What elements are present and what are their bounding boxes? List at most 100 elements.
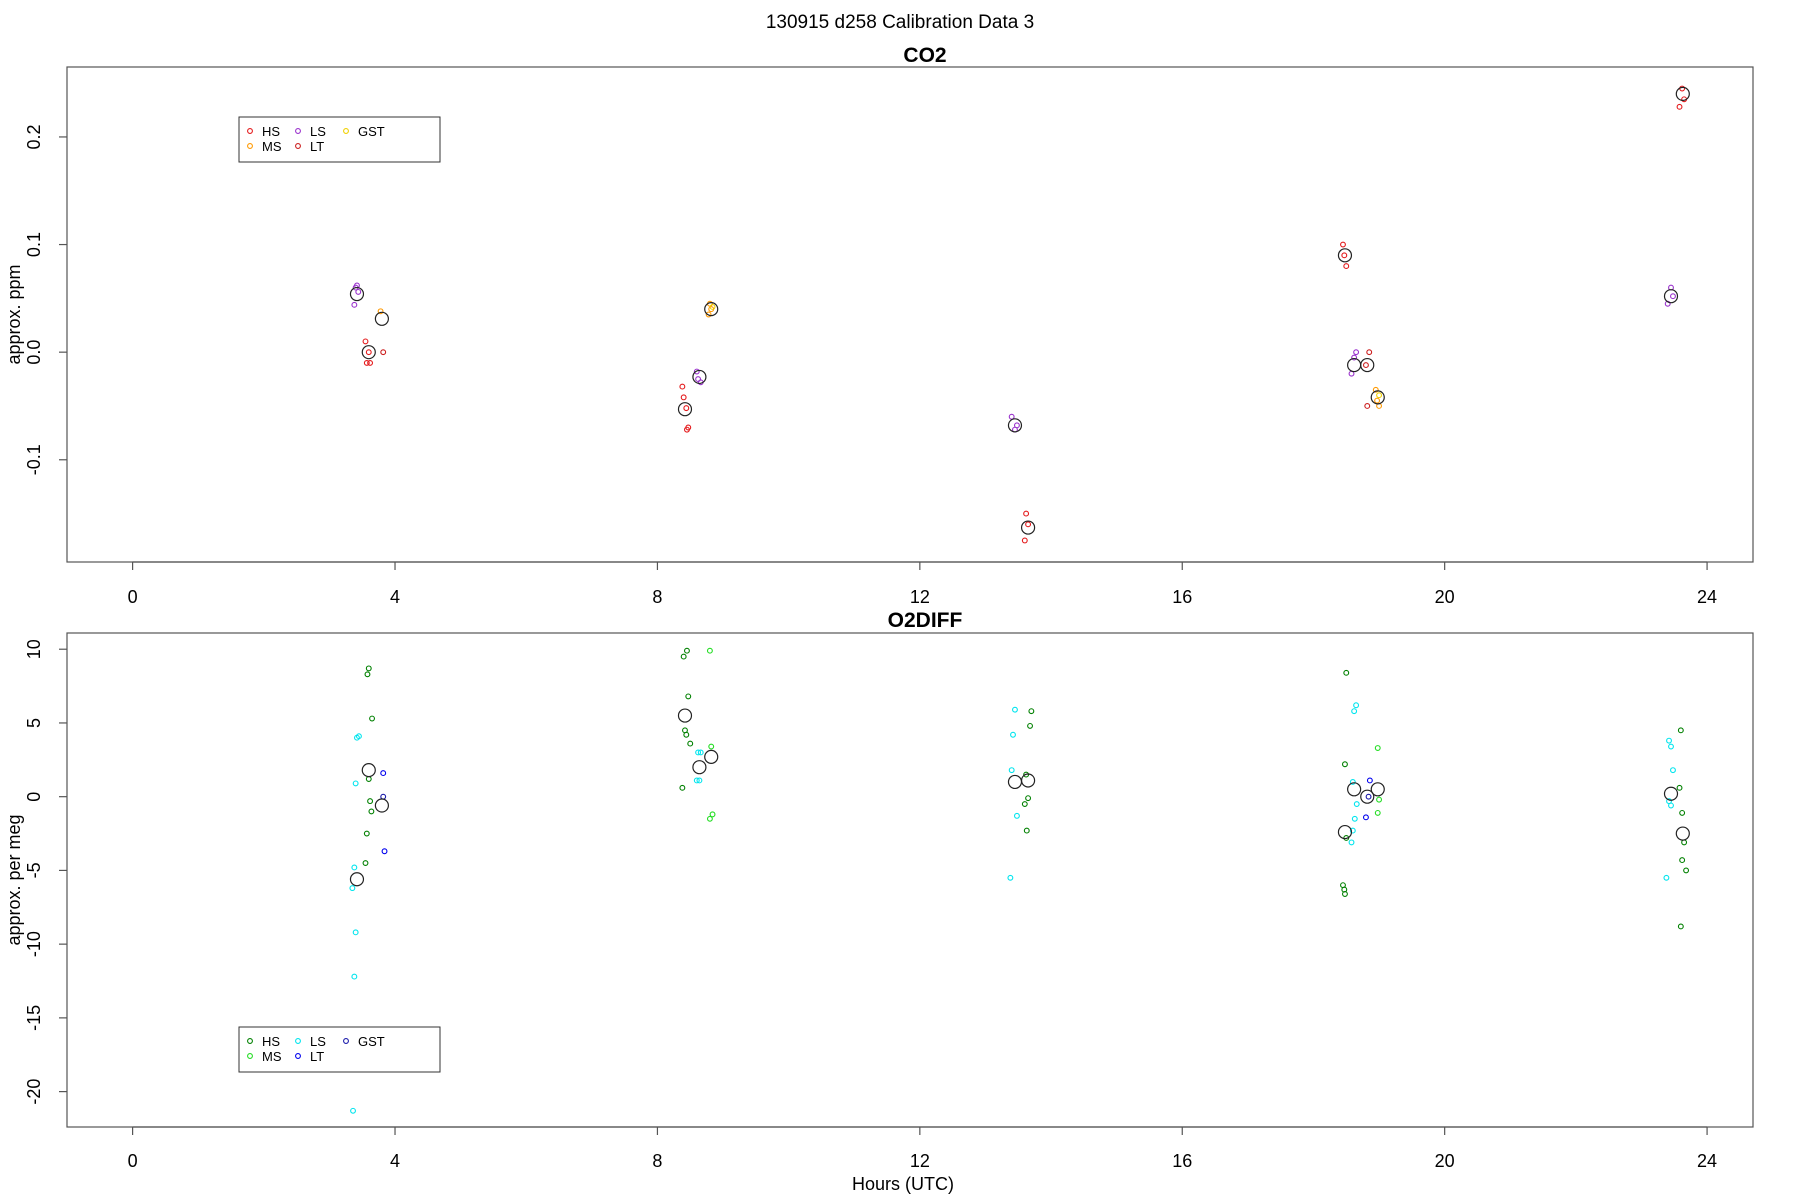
data-point — [1681, 839, 1688, 846]
data-point — [1353, 702, 1360, 709]
data-point — [367, 798, 374, 805]
x-tick-label: 24 — [1697, 587, 1717, 607]
series-ms — [706, 647, 1383, 822]
data-point — [695, 749, 702, 756]
legend-box — [238, 1026, 441, 1073]
chart-panels: CO2 0 4 8 12 16 20 24 -0.1 0.0 0.1 0.2 approx. ppm HS… — [4, 44, 1754, 1171]
mean-point — [1020, 520, 1036, 535]
y-tick-label: 0.1 — [24, 232, 44, 257]
mean-point — [704, 749, 719, 764]
data-point — [693, 777, 700, 784]
data-point — [1351, 354, 1358, 361]
data-point — [1341, 891, 1348, 897]
x-tick-label: 20 — [1435, 587, 1455, 607]
mean-point — [1020, 773, 1036, 788]
legend-marker — [247, 1053, 253, 1059]
mean-point — [1675, 86, 1690, 102]
data-point — [687, 740, 694, 747]
data-point — [1670, 767, 1676, 774]
legend-marker — [295, 1038, 301, 1044]
data-point — [380, 793, 387, 800]
data-point — [380, 770, 387, 777]
data-point — [351, 301, 358, 308]
x-tick-label: 8 — [652, 1151, 662, 1171]
data-point — [362, 338, 369, 345]
data-point — [1677, 727, 1684, 734]
data-point — [1013, 812, 1020, 819]
mean-point — [1675, 826, 1690, 841]
panel-title: O2DIFF — [888, 609, 963, 632]
legend-marker — [247, 1038, 253, 1044]
data-point — [1374, 745, 1381, 751]
data-point — [685, 424, 692, 431]
data-point — [1676, 103, 1683, 110]
data-point — [679, 383, 686, 390]
x-tick-label: 4 — [390, 1151, 400, 1171]
mean-point — [349, 286, 365, 302]
data-point — [1025, 795, 1032, 802]
x-axis-label: Hours (UTC) — [852, 1174, 954, 1194]
data-point — [1376, 796, 1383, 803]
y-tick-label: 0 — [24, 792, 44, 802]
y-tick-label: -5 — [24, 862, 44, 878]
data-point — [1376, 392, 1383, 399]
y-tick-label: -15 — [24, 1005, 44, 1031]
x-tick-label: 16 — [1172, 1151, 1192, 1171]
data-point — [352, 929, 359, 936]
legend-box — [238, 116, 441, 163]
data-point — [1007, 874, 1014, 881]
chart-panel-o2diff: O2DIFF 0 4 8 12 16 20 24 -20 -15 -10 -5 0 5 10 approx. … — [4, 609, 1754, 1171]
data-point — [1349, 827, 1356, 834]
legend-entry: GST — [358, 1034, 385, 1049]
data-point — [354, 734, 360, 741]
data-point — [683, 405, 690, 412]
x-tick-label: 0 — [128, 1151, 138, 1171]
data-point — [364, 671, 371, 678]
data-point — [367, 359, 374, 366]
data-point — [1349, 778, 1356, 785]
data-point — [369, 715, 376, 722]
mean-point — [692, 369, 707, 385]
data-point — [1021, 801, 1028, 808]
mean-point — [1347, 357, 1362, 373]
legend-marker — [295, 1053, 301, 1059]
data-point — [709, 811, 716, 818]
series-gst — [380, 793, 1372, 800]
x-tick-label: 16 — [1172, 587, 1192, 607]
data-point — [1343, 263, 1350, 270]
data-point — [355, 288, 362, 295]
chart-panel-co2: CO2 0 4 8 12 16 20 24 -0.1 0.0 0.1 0.2 approx. ppm HS… — [4, 44, 1754, 607]
mean-point — [1347, 782, 1362, 797]
legend-marker — [295, 143, 301, 149]
data-point — [1668, 802, 1674, 809]
legend-entry: MS — [262, 139, 282, 154]
data-point — [1008, 767, 1015, 774]
y-axis-label: approx. per meg — [4, 814, 24, 945]
data-point — [377, 308, 384, 315]
data-point — [1010, 731, 1016, 738]
y-tick-label: -10 — [24, 931, 44, 957]
legend-marker — [343, 128, 349, 134]
mean-point — [1007, 774, 1023, 790]
data-point — [706, 815, 713, 822]
data-point — [1028, 708, 1035, 715]
legend-entry: LS — [310, 124, 326, 139]
mean-point — [1370, 782, 1385, 797]
data-point — [1679, 857, 1686, 864]
x-tick-label: 0 — [128, 587, 138, 607]
data-point — [696, 777, 703, 784]
mean-point — [1663, 786, 1679, 801]
data-point — [1343, 669, 1350, 676]
data-point — [1353, 349, 1360, 356]
data-point — [683, 731, 690, 738]
legend-entry: GST — [358, 124, 385, 139]
data-point — [1372, 386, 1379, 393]
data-point — [1679, 809, 1686, 816]
data-point — [351, 973, 358, 980]
data-point — [1351, 815, 1358, 822]
data-point — [1027, 722, 1034, 729]
data-point — [693, 368, 700, 375]
x-tick-label: 12 — [910, 587, 930, 607]
mean-point — [374, 798, 389, 813]
